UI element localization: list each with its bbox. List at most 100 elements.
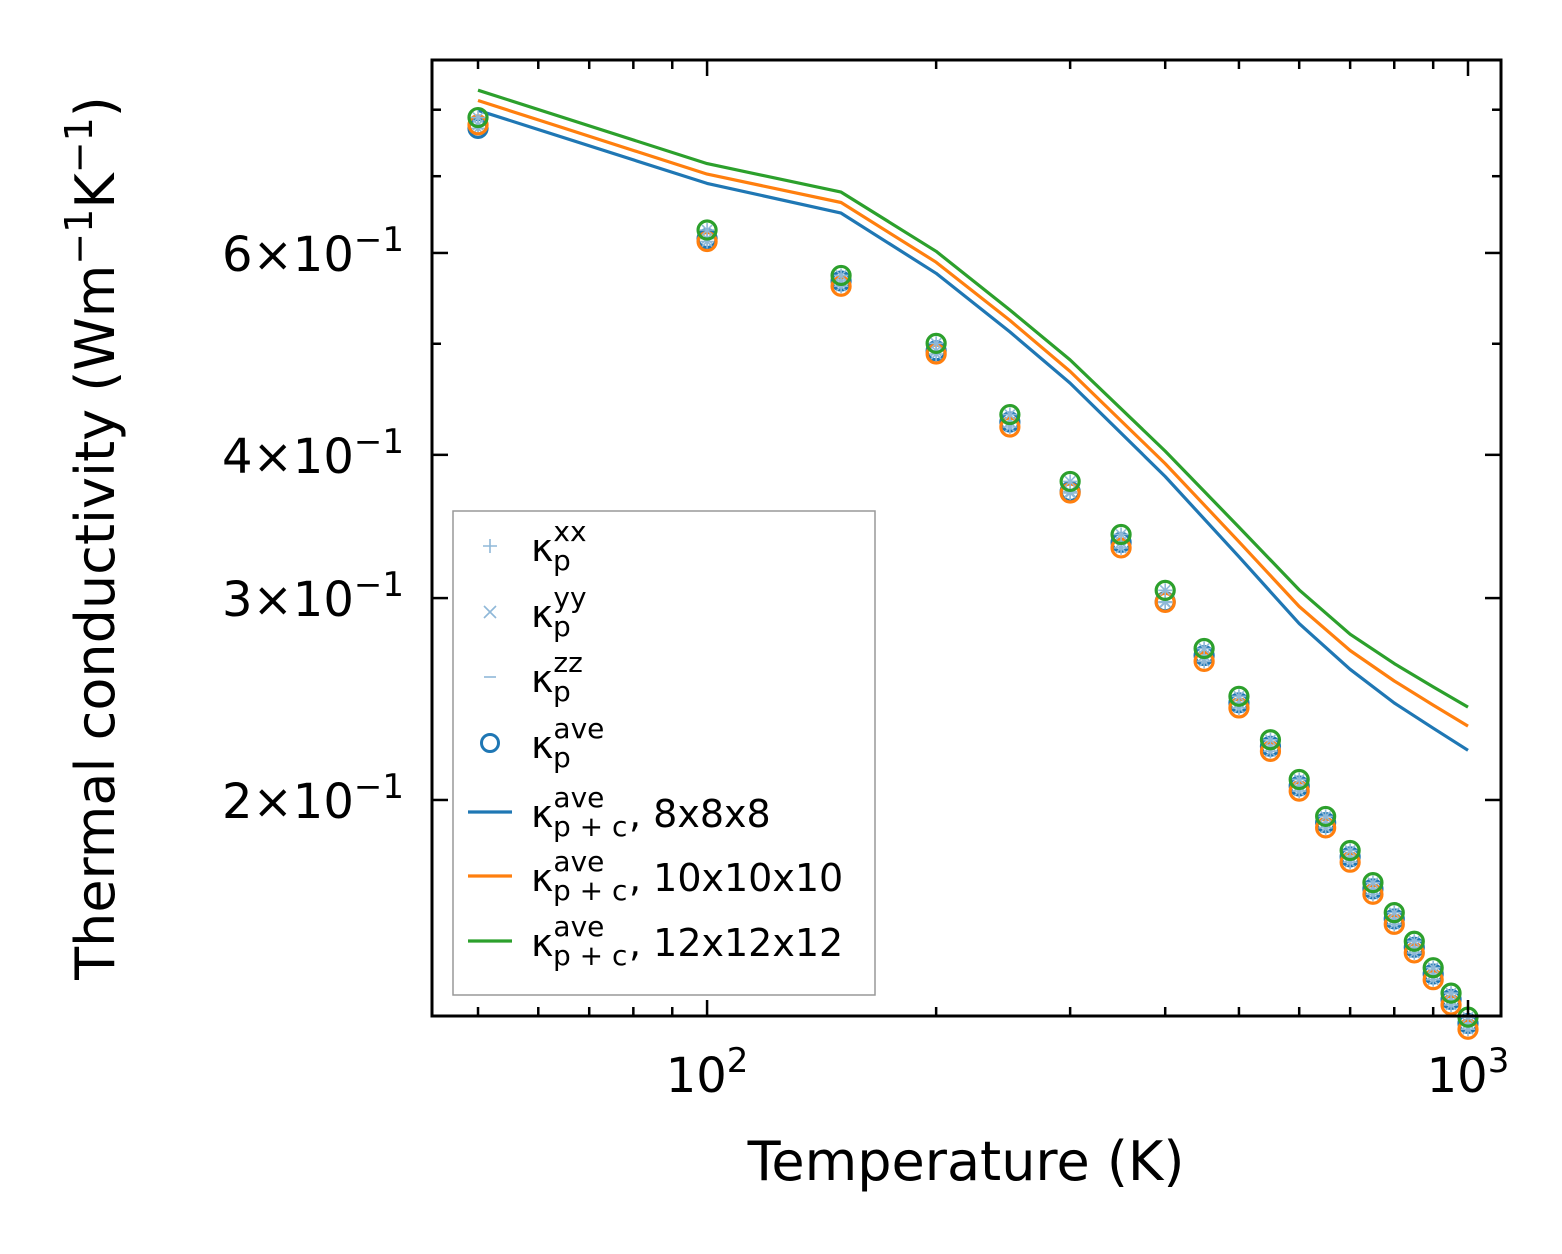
data-point--p-ave-12x12x12--550 (1259, 729, 1282, 751)
marker-circle (1228, 685, 1250, 707)
legend-x-icon (483, 605, 497, 619)
marker-x (1320, 810, 1332, 822)
y-tick-label-base: ×10 (253, 227, 354, 283)
y-tick-label: 3×10−1 (222, 565, 404, 628)
data-point--p-ave-12x12x12--500 (1228, 685, 1250, 707)
legend-label: κave p + c, 12x12x12 (531, 910, 843, 972)
data-point--p-ave-12x12x12--150 (830, 264, 852, 287)
legend-frame (452, 510, 876, 996)
legend-label-sub: p (553, 741, 571, 774)
data-point--p-ave-12x12x12--250 (999, 403, 1021, 426)
marker-circle (1288, 768, 1310, 791)
data-point--p-ave-12x12x12--850 (1403, 930, 1425, 952)
marker-circle (467, 106, 489, 129)
marker-x (1344, 844, 1356, 857)
marker-circle (1403, 930, 1425, 952)
legend-label-sup: ave (553, 712, 604, 745)
legend-label: κxx p (531, 515, 587, 577)
legend-label-suffix: , 10x10x10 (629, 856, 843, 900)
marker-x (1293, 773, 1305, 786)
x-tick-label: 103 (1427, 1041, 1510, 1104)
legend-label-sup: zz (553, 646, 582, 679)
marker-circle (1193, 637, 1215, 660)
legend-entry: κave p + c, 8x8x8 (468, 781, 771, 843)
legend-label-base: κ (531, 856, 553, 900)
series-line-10x10x10 (477, 98, 1469, 728)
marker-circle (1154, 579, 1176, 601)
legend-label-sup: ave (553, 845, 604, 878)
marker-x (1445, 987, 1457, 999)
marker-circle (1362, 872, 1384, 894)
scatter-markers-layer (467, 106, 1479, 1040)
y-tick-label-mantissa: 2 (222, 774, 253, 830)
marker-circle (696, 219, 718, 241)
marker-circle (1383, 902, 1405, 924)
legend-label-suffix: , 12x12x12 (629, 921, 843, 965)
data-point--p-ave-12x12x12--650 (1315, 805, 1337, 828)
data-point--p-ave-12x12x12--100 (696, 219, 718, 241)
series-line-12x12x12 (477, 88, 1469, 709)
axis-ticks-layer (432, 60, 1501, 1016)
marker-x (472, 111, 484, 124)
data-point--p-ave-12x12x12--950 (1440, 982, 1462, 1004)
marker-x (701, 224, 713, 236)
marker-circle (1440, 982, 1462, 1004)
legend-label-sub: p + c (553, 939, 627, 972)
legend-plus-icon (483, 539, 497, 553)
legend-label-sup: yy (553, 581, 586, 614)
marker-circle (1110, 523, 1132, 546)
marker-circle (1259, 729, 1282, 751)
legend-label-base: κ (531, 657, 553, 701)
y-tick-label-exp: −1 (354, 220, 404, 260)
legend-entry: κyy p (483, 581, 587, 643)
y-tick-label-base: ×10 (253, 572, 354, 628)
y-axis-label-mid: K (64, 172, 127, 209)
legend-entry: κzz p (484, 646, 583, 708)
y-tick-label-mantissa: 3 (222, 572, 253, 628)
legend-label-base: κ (531, 921, 553, 965)
marker-circle (999, 403, 1021, 426)
data-point--p-ave-12x12x12--700 (1339, 839, 1361, 862)
y-tick-label-mantissa: 4 (222, 429, 253, 485)
marker-x (1198, 642, 1210, 655)
legend-entry: κxx p (483, 515, 587, 577)
marker-x (930, 337, 942, 349)
legend-label-sub: p (553, 610, 571, 643)
legend-label-sub: p (553, 544, 571, 577)
legend-entry: κave p + c, 10x10x10 (468, 845, 843, 907)
marker-x (1388, 907, 1400, 919)
y-tick-label-exp: −1 (354, 767, 404, 807)
x-tick-label: 102 (666, 1041, 749, 1104)
data-point--p-ave-12x12x12--400 (1154, 579, 1176, 601)
plot-frame (430, 58, 1503, 1018)
legend-label-base: κ (531, 723, 553, 767)
legend-label-sup: ave (553, 910, 604, 943)
y-tick-label-exp: −1 (354, 422, 404, 462)
data-point--p-ave-12x12x12--600 (1288, 768, 1310, 791)
y-axis-label-exp2: −1 (57, 117, 101, 173)
y-tick-label-base: ×10 (253, 429, 354, 485)
x-tick-label-base: 10 (666, 1048, 727, 1104)
data-point--p-ave-12x12x12--800 (1383, 902, 1405, 924)
y-tick-label: 6×10−1 (222, 220, 404, 283)
legend-label-base: κ (531, 592, 553, 636)
legend-entry: κave p + c, 12x12x12 (468, 910, 843, 972)
legend-label-sub: p + c (553, 810, 627, 843)
data-point--p-ave-12x12x12--750 (1362, 872, 1384, 894)
marker-circle (1339, 839, 1361, 862)
marker-x (1115, 542, 1127, 554)
marker-x (1408, 935, 1420, 947)
legend-circle-icon (480, 733, 500, 753)
y-axis-label-main: Thermal conductivity (Wm (64, 265, 127, 981)
legend-label: κave p (531, 712, 604, 774)
marker-circle (925, 332, 947, 354)
marker-x (1159, 584, 1171, 596)
marker-circle (1422, 957, 1444, 979)
y-tick-label: 2×10−1 (222, 767, 404, 830)
legend-label-sup: xx (553, 515, 586, 548)
marker-x (1367, 877, 1379, 889)
x-axis-label: Temperature (K) (747, 1130, 1185, 1193)
